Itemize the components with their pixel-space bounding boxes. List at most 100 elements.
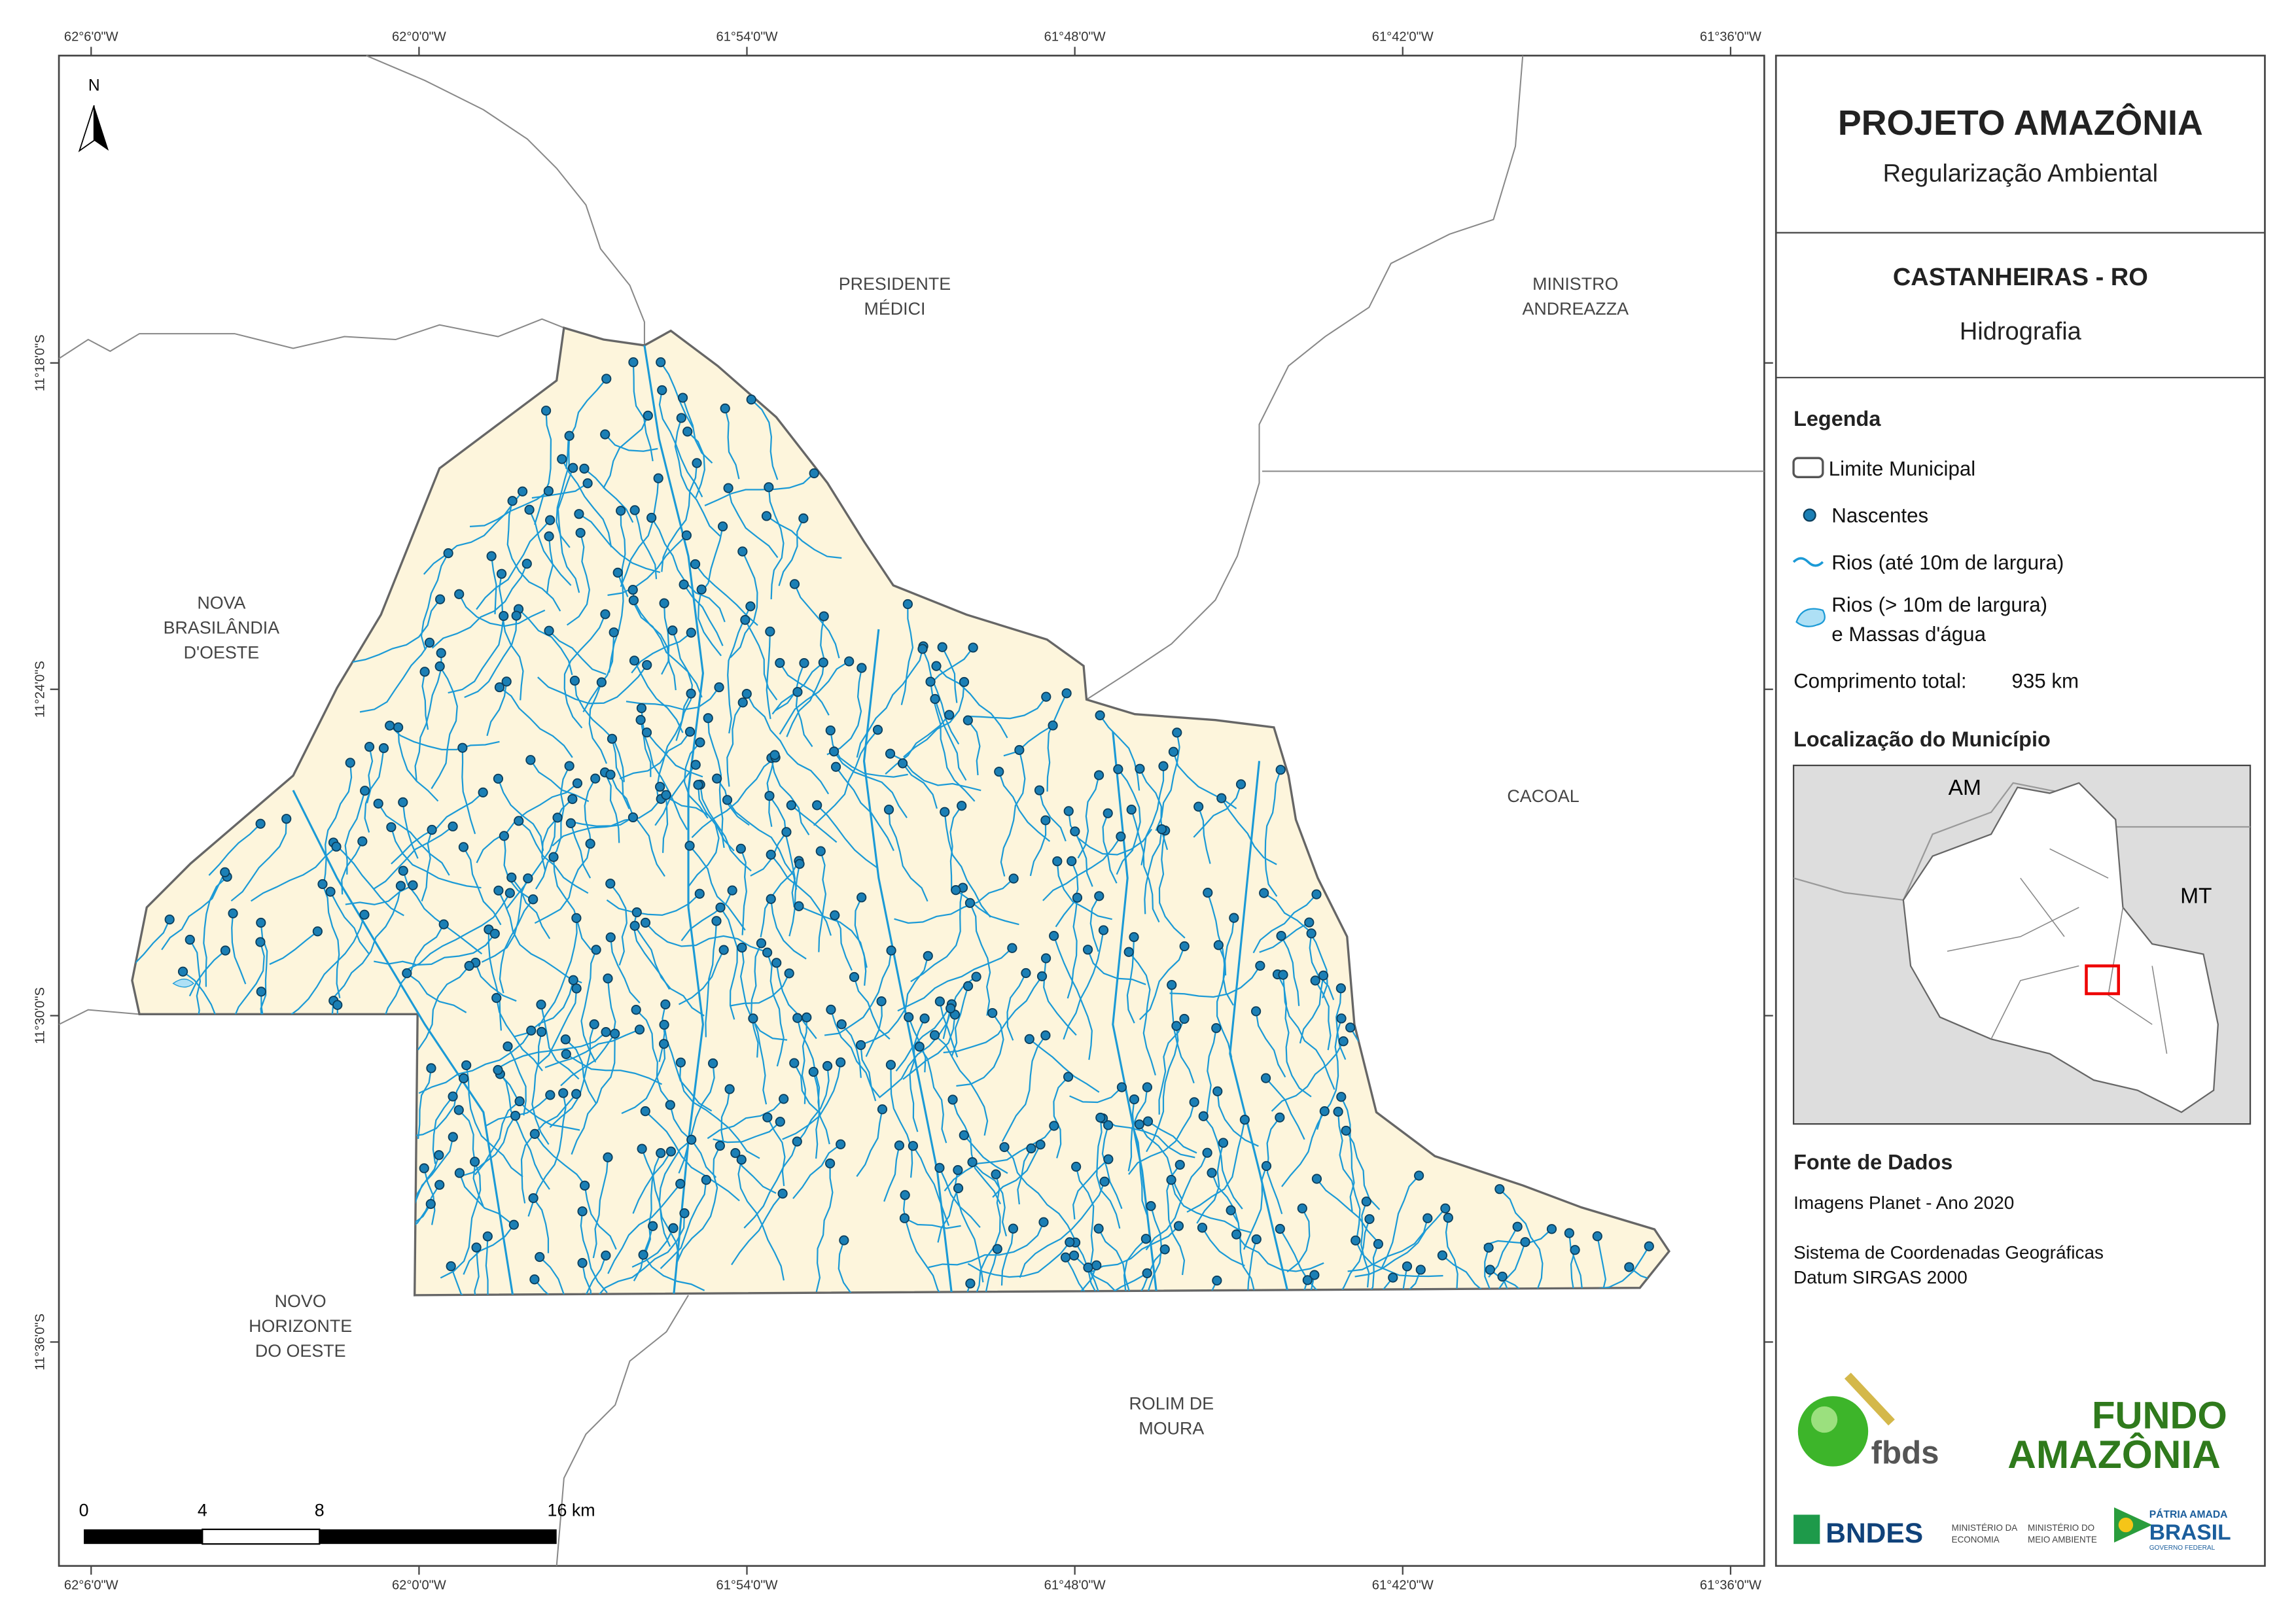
spring <box>1197 1223 1208 1233</box>
river <box>1112 731 1158 1295</box>
spring <box>1014 744 1025 756</box>
spring <box>579 463 590 474</box>
spring <box>681 530 692 540</box>
river <box>609 774 665 877</box>
spring <box>1212 1275 1222 1286</box>
river <box>728 487 779 559</box>
spring <box>1251 1234 1262 1245</box>
river <box>1354 1208 1446 1278</box>
spring <box>493 885 504 896</box>
river <box>641 1148 671 1248</box>
river <box>538 918 578 1027</box>
spring <box>565 818 576 829</box>
river <box>529 759 590 803</box>
river <box>1053 935 1093 1060</box>
spring <box>1038 1217 1049 1227</box>
spring <box>585 839 595 849</box>
river <box>580 1211 608 1293</box>
spring <box>569 675 580 686</box>
river <box>1203 1115 1243 1210</box>
river <box>1441 1255 1549 1295</box>
river <box>793 1062 821 1114</box>
river <box>603 415 649 489</box>
spring <box>722 795 733 805</box>
river <box>676 1145 721 1264</box>
river <box>1004 1146 1075 1239</box>
spring <box>631 907 642 918</box>
spring <box>1093 1223 1104 1234</box>
spring <box>661 790 671 800</box>
river <box>557 467 580 593</box>
logo-text: GOVERNO FEDERAL <box>2149 1544 2216 1552</box>
spring <box>740 615 751 625</box>
river <box>951 986 969 1057</box>
river <box>499 686 573 758</box>
spring <box>504 888 515 898</box>
spring <box>627 584 638 595</box>
spring <box>919 1013 930 1024</box>
river <box>548 630 607 675</box>
spring <box>419 667 430 677</box>
river <box>699 784 752 872</box>
spring <box>424 637 435 648</box>
river <box>1140 766 1165 865</box>
river <box>897 947 1013 1012</box>
spring <box>1402 1261 1413 1272</box>
neighbor-name: CACOAL <box>1507 786 1579 806</box>
spring <box>612 567 623 578</box>
spring <box>607 733 618 744</box>
spring <box>177 966 188 977</box>
spring <box>885 748 896 759</box>
spring <box>963 715 973 725</box>
logo-shape <box>1797 1396 1869 1467</box>
spring <box>493 1064 503 1075</box>
spring <box>1129 932 1139 943</box>
spring <box>686 627 696 638</box>
spring <box>616 506 626 516</box>
river <box>1265 1077 1305 1140</box>
river <box>231 913 247 985</box>
spring <box>605 879 616 889</box>
spring <box>690 559 701 570</box>
spring <box>1063 806 1074 816</box>
spring <box>836 1139 846 1149</box>
river <box>269 930 319 966</box>
spring <box>1311 889 1322 899</box>
river <box>610 937 641 1003</box>
river <box>788 864 801 937</box>
river <box>674 417 721 537</box>
neighbor-name: DO OESTE <box>255 1341 346 1361</box>
spring <box>720 403 730 413</box>
river <box>359 642 431 713</box>
river <box>795 1066 830 1145</box>
river <box>902 763 938 809</box>
river <box>552 816 634 846</box>
spring <box>836 1019 847 1030</box>
spring <box>815 846 826 856</box>
river <box>661 462 698 572</box>
spring <box>537 1026 547 1038</box>
spring <box>317 879 328 890</box>
spring <box>499 831 509 841</box>
spring <box>667 625 678 636</box>
river <box>464 616 518 699</box>
spring <box>971 971 981 982</box>
theme: Hidrografia <box>1960 318 2082 345</box>
spring <box>393 722 404 733</box>
spring <box>560 1034 571 1045</box>
river <box>1286 1208 1311 1273</box>
spring <box>766 849 776 860</box>
river <box>794 584 840 659</box>
spring <box>1318 970 1329 981</box>
neighbor-name: MÉDICI <box>864 299 926 319</box>
spring <box>1179 941 1190 952</box>
spring <box>899 1213 910 1223</box>
spring <box>564 761 574 771</box>
spring <box>438 919 449 930</box>
spring <box>781 827 792 837</box>
spring <box>792 687 803 697</box>
inset-label: AM <box>1949 776 1981 800</box>
river <box>746 693 830 795</box>
spring <box>345 758 355 768</box>
river <box>904 1217 961 1229</box>
